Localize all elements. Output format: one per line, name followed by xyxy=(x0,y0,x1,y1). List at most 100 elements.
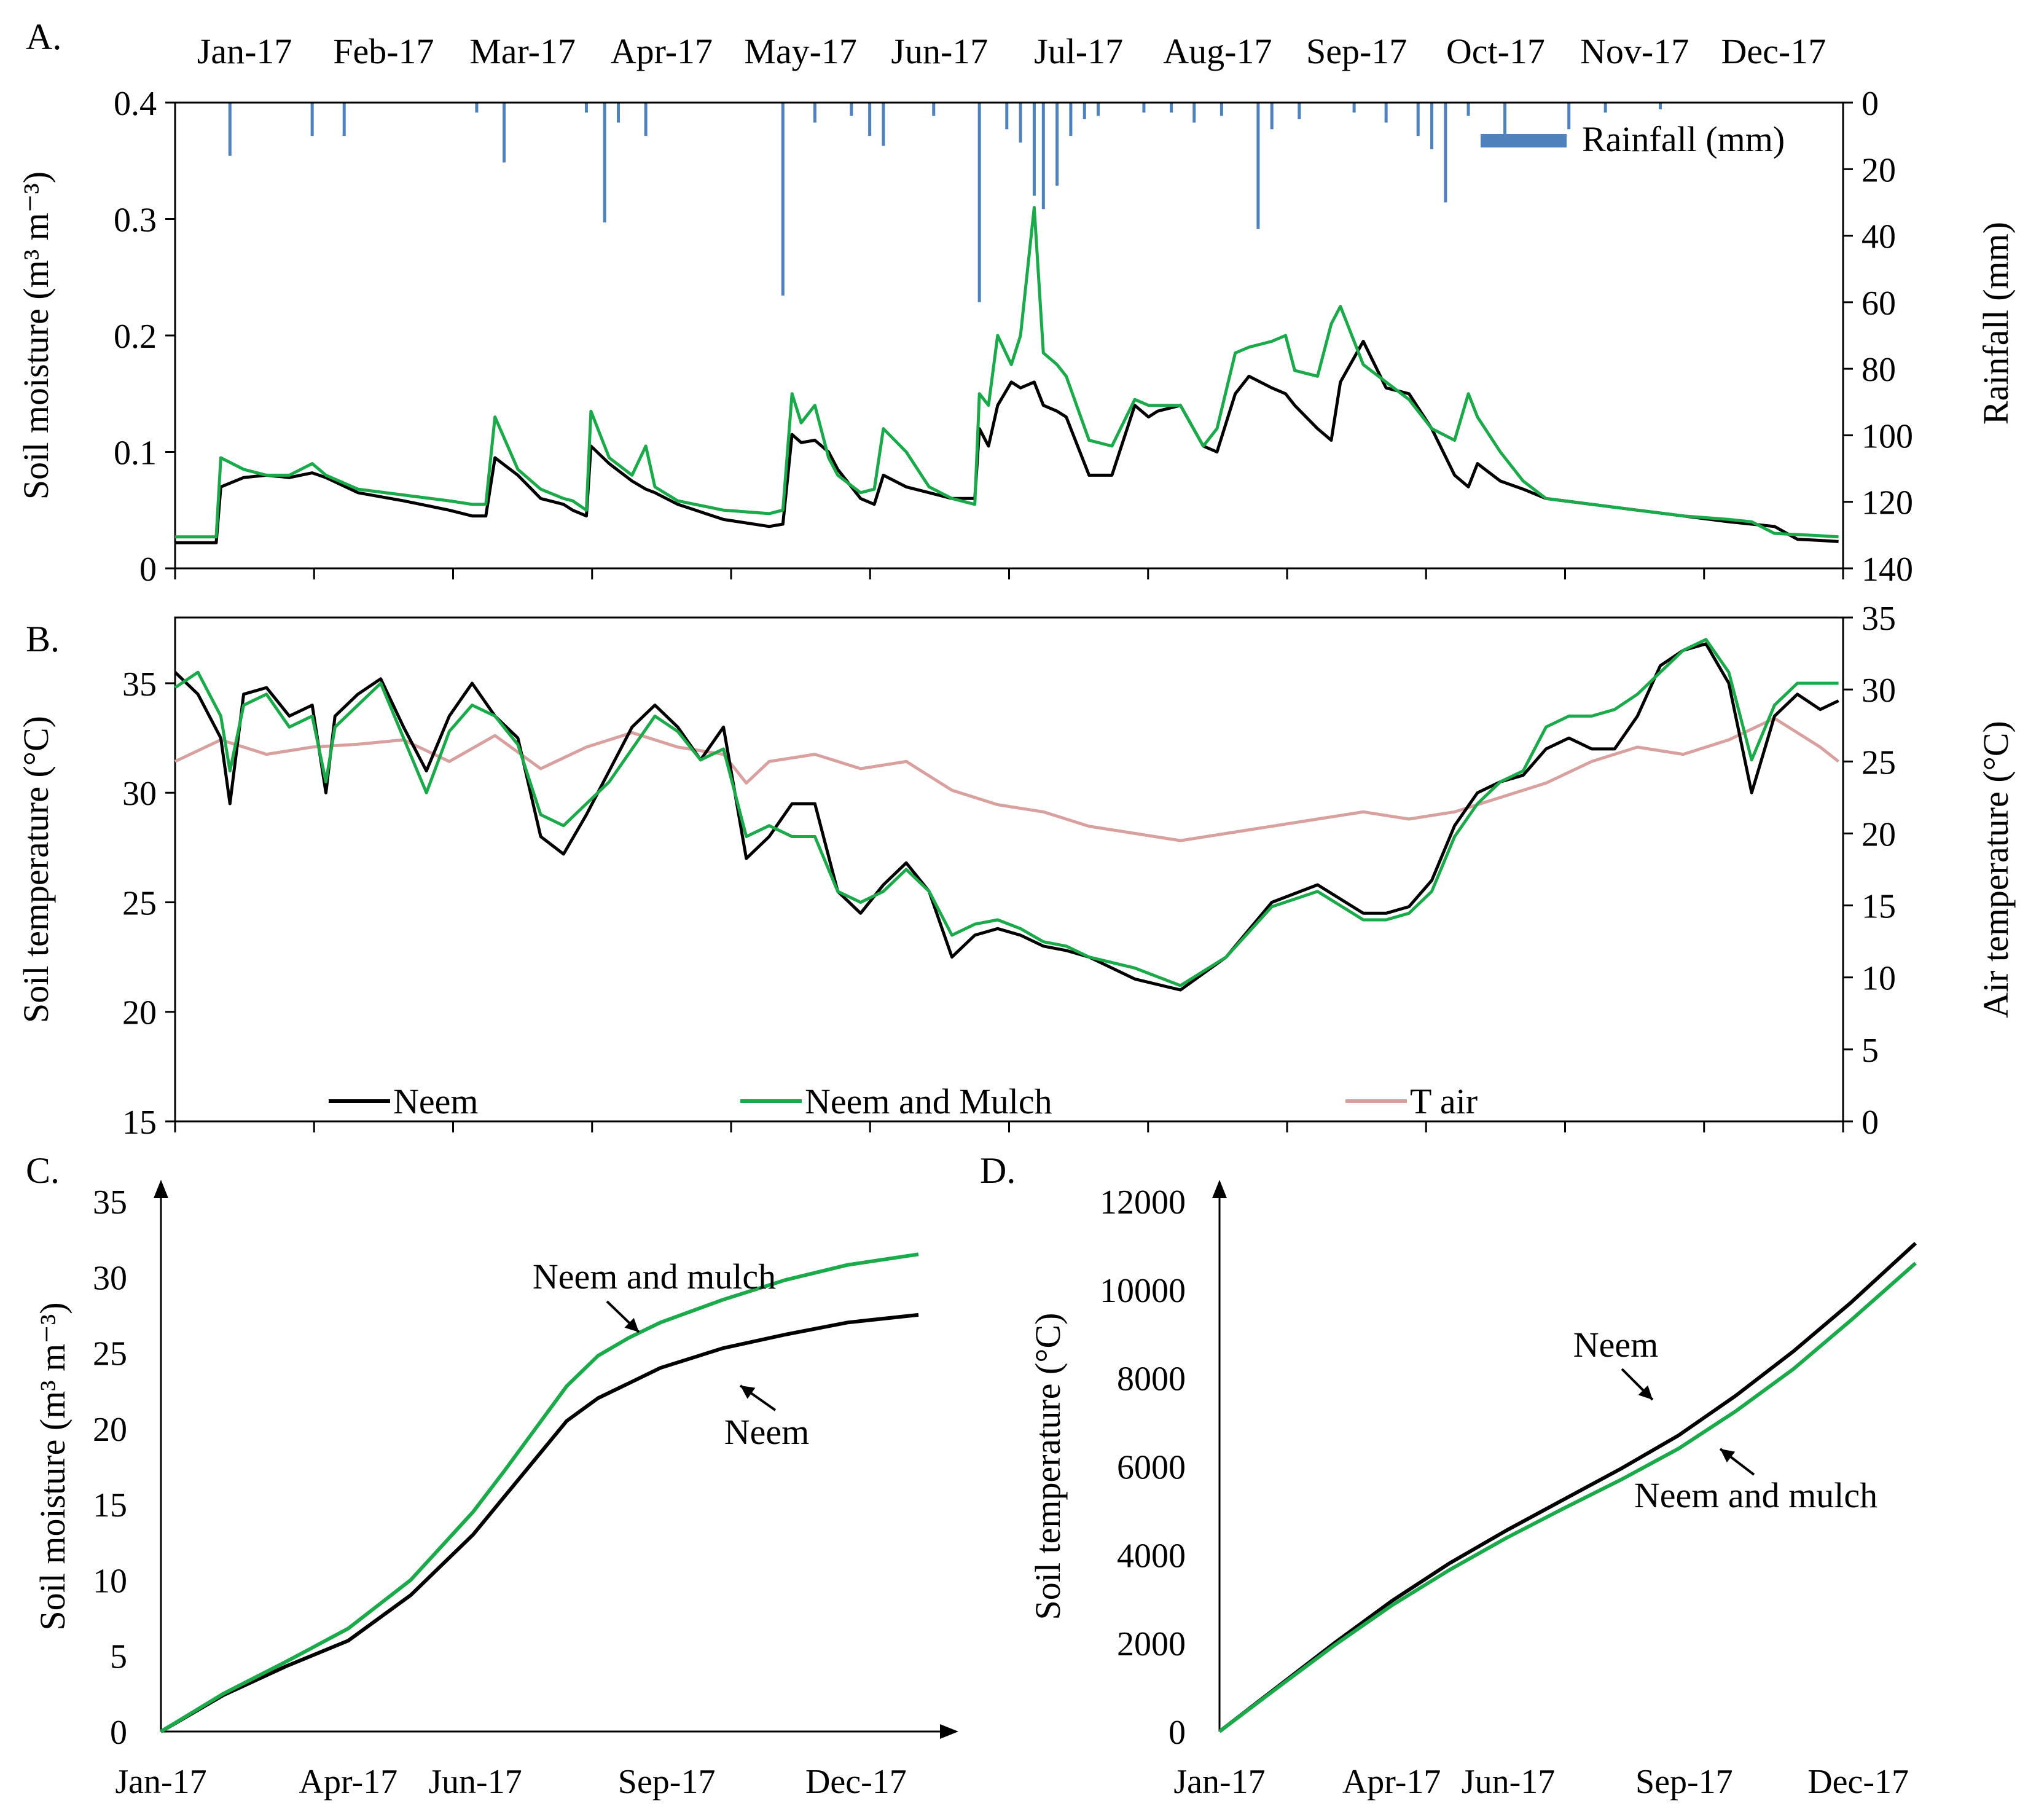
panel-b-y2-tick-label: 5 xyxy=(1862,1032,1879,1070)
panel-b-label: B. xyxy=(26,619,60,659)
legend-rainfall-swatch xyxy=(1481,134,1567,147)
rainfall-bar xyxy=(1503,103,1507,136)
rainfall-bar xyxy=(813,103,816,123)
panel-b-y2-tick-label: 35 xyxy=(1862,600,1896,638)
series-line-neem-and-mulch xyxy=(174,638,1839,987)
annotation-arrow-neem-head xyxy=(1638,1385,1653,1400)
panel-c-y-tick-label: 25 xyxy=(93,1335,127,1373)
panel-c-y-tick-label: 10 xyxy=(93,1562,127,1600)
panel-d-x-tick-label: Jun-17 xyxy=(1462,1763,1555,1801)
rainfall-bar xyxy=(1142,103,1146,113)
panel-c-ylabel: Soil moisture (m³ m⁻³) xyxy=(33,1302,72,1630)
panel-d-y-tick-label: 6000 xyxy=(1117,1449,1186,1487)
rainfall-bar xyxy=(1444,103,1447,203)
series-line-neem xyxy=(174,642,1839,992)
rainfall-bar xyxy=(584,103,588,113)
rainfall-bar xyxy=(1055,103,1059,186)
panel-d-x-tick-label: Dec-17 xyxy=(1807,1763,1909,1801)
panel-b-y-tick-label: 30 xyxy=(122,775,157,813)
series-line-neem xyxy=(160,1312,919,1733)
panel-a-y2-tick-label: 40 xyxy=(1862,218,1896,256)
panel-d-y-tick-label: 4000 xyxy=(1117,1537,1186,1575)
rainfall-bar xyxy=(1567,103,1571,130)
rainfall-bar xyxy=(228,103,232,156)
panel-c-y-tick-label: 30 xyxy=(93,1259,127,1297)
rainfall-bar xyxy=(932,103,936,116)
panel-d-y-arrow xyxy=(1212,1180,1227,1198)
panel-a-y-tick-label: 0.1 xyxy=(114,434,157,473)
rainfall-bar xyxy=(1041,103,1045,210)
panel-a-y-tick-label: 0.2 xyxy=(114,318,157,356)
panel-a-y2label: Rainfall (mm) xyxy=(1976,222,2016,425)
panel-a-ylabel: Soil moisture (m³ m⁻³) xyxy=(16,171,56,500)
annotation-neem: Neem xyxy=(1573,1325,1659,1365)
rainfall-bar xyxy=(850,103,853,116)
panel-a-y2-tick-label: 140 xyxy=(1862,551,1913,589)
panel-a-y-tick-label: 0 xyxy=(139,551,157,589)
legend-label-neem: Neem xyxy=(393,1081,479,1121)
panel-b-y2-tick-label: 0 xyxy=(1862,1104,1879,1142)
panel-d-y-tick-label: 8000 xyxy=(1117,1360,1186,1398)
panel-a-y2-tick-label: 0 xyxy=(1862,85,1879,123)
rainfall-bar xyxy=(1005,103,1009,130)
series-line-neem xyxy=(175,340,1839,544)
panel-b-y2-tick-label: 20 xyxy=(1862,815,1896,853)
panel-c-y-arrow xyxy=(154,1180,168,1198)
legend-label-t-air: T air xyxy=(1410,1081,1478,1121)
series-line-neem-and-mulch xyxy=(1218,1261,1917,1733)
panel-c-y-tick-label: 20 xyxy=(93,1411,127,1449)
panel-a-y2-tick-label: 100 xyxy=(1862,417,1913,455)
panel-d-ylabel: Soil temperature (°C) xyxy=(1028,1313,1068,1620)
panel-c-x-tick-label: Apr-17 xyxy=(299,1763,398,1801)
rainfall-bar xyxy=(1603,103,1607,113)
rainfall-bar xyxy=(1170,103,1173,113)
rainfall-bar xyxy=(1466,103,1470,116)
panel-b-ylabel: Soil temperature (°C) xyxy=(16,716,56,1023)
rainfall-bar xyxy=(310,103,314,136)
panel-d-y-tick-label: 2000 xyxy=(1117,1625,1186,1663)
month-label-jul-17: Jul-17 xyxy=(1034,31,1123,71)
rainfall-bar xyxy=(1270,103,1274,130)
rainfall-bar xyxy=(868,103,872,136)
rainfall-bar xyxy=(1097,103,1100,116)
panel-c-y-tick-label: 5 xyxy=(110,1638,127,1676)
rainfall-bar xyxy=(342,103,346,136)
rainfall-bar xyxy=(1032,103,1036,196)
rainfall-bar xyxy=(644,103,648,136)
rainfall-bar xyxy=(617,103,621,123)
panel-b-y-tick-label: 35 xyxy=(122,665,157,704)
panel-c-x-tick-label: Dec-17 xyxy=(805,1763,907,1801)
annotation-neem-and-mulch: Neem and mulch xyxy=(1634,1475,1877,1515)
rainfall-bar xyxy=(1658,103,1662,109)
panel-b-frame xyxy=(174,616,1844,1123)
panel-d-y-tick-label: 12000 xyxy=(1100,1183,1186,1222)
month-label-dec-17: Dec-17 xyxy=(1721,31,1826,71)
annotation-arrow-neem-head xyxy=(740,1386,756,1399)
rainfall-bar xyxy=(1430,103,1434,149)
month-label-may-17: May-17 xyxy=(744,31,857,71)
rainfall-bar xyxy=(603,103,606,222)
panel-d-x-tick-label: Apr-17 xyxy=(1342,1763,1441,1801)
rainfall-bar xyxy=(1220,103,1223,116)
rainfall-bar xyxy=(1256,103,1260,229)
panel-a-y2-tick-label: 20 xyxy=(1862,151,1896,189)
panel-b-y2-tick-label: 30 xyxy=(1862,672,1896,710)
rainfall-bar xyxy=(882,103,885,146)
rainfall-bar xyxy=(1019,103,1022,143)
annotation-arrow-neem-and-mulch-head xyxy=(624,1317,639,1332)
panel-c-x-tick-label: Jan-17 xyxy=(115,1763,206,1801)
panel-b-y-tick-label: 20 xyxy=(122,994,157,1032)
rainfall-bar xyxy=(977,103,981,302)
panel-c-label: C. xyxy=(26,1150,60,1191)
series-line-neem-and-mulch xyxy=(175,206,1839,539)
panel-a-y-tick-label: 0.4 xyxy=(114,85,157,123)
panel-b-y2-tick-label: 15 xyxy=(1862,888,1896,926)
month-label-oct-17: Oct-17 xyxy=(1446,31,1545,71)
panel-c-y-tick-label: 0 xyxy=(110,1714,127,1752)
month-label-jun-17: Jun-17 xyxy=(891,31,988,71)
rainfall-bar xyxy=(1416,103,1420,136)
annotation-neem-and-mulch: Neem and mulch xyxy=(533,1257,776,1296)
month-label-nov-17: Nov-17 xyxy=(1580,31,1689,71)
rainfall-bar xyxy=(475,103,479,113)
panel-d-label: D. xyxy=(980,1150,1016,1191)
